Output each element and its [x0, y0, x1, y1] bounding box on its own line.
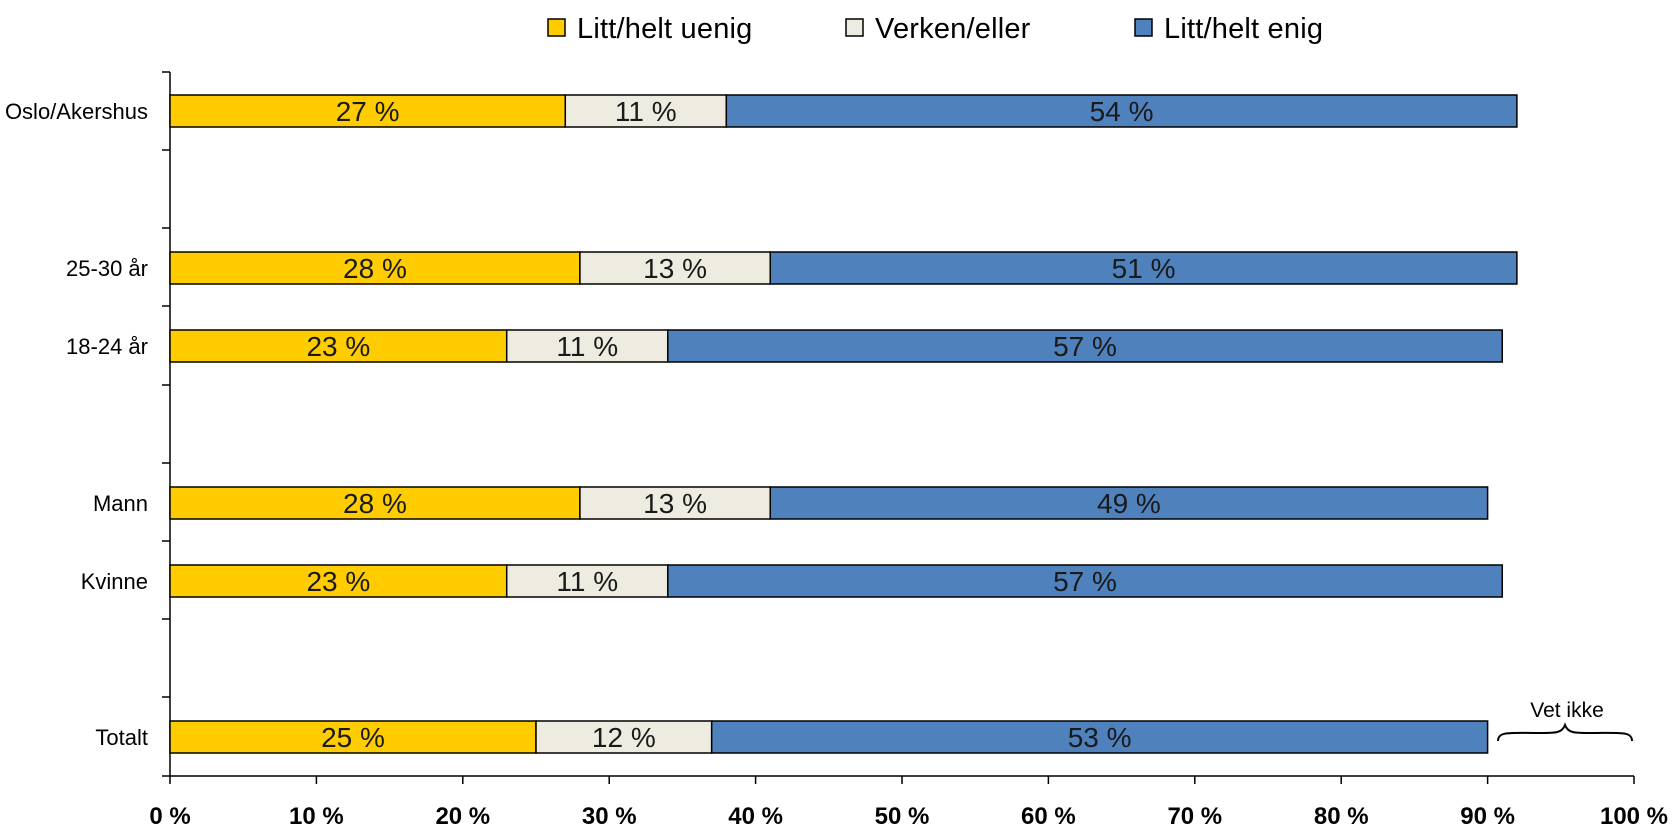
bar-segment: [169, 720, 537, 754]
bar-value-label: 23 %: [306, 331, 370, 362]
x-tick-label: 40 %: [728, 803, 783, 830]
bar-segment: [169, 486, 581, 520]
bar-value-label: 57 %: [1053, 331, 1117, 362]
x-tick-label: 0 %: [149, 803, 190, 830]
bar-segment: [769, 251, 1518, 285]
bar-segment: [769, 486, 1489, 520]
bar-value-label: 11 %: [556, 331, 618, 362]
bar-value-label: 13 %: [643, 253, 707, 284]
x-tick-label: 10 %: [289, 803, 344, 830]
bar-segment: [169, 94, 567, 128]
bar-value-label: 11 %: [615, 96, 677, 127]
category-label: Totalt: [95, 725, 148, 750]
bar-value-label: 28 %: [343, 488, 407, 519]
legend-swatch-litt-helt-enig: [1134, 18, 1153, 37]
bar-value-label: 51 %: [1112, 253, 1176, 284]
bar-segment: [579, 486, 771, 520]
bar-segment: [169, 251, 581, 285]
bar-value-label: 57 %: [1053, 566, 1117, 597]
bar-value-label: 49 %: [1097, 488, 1161, 519]
bar-value-label: 12 %: [592, 722, 656, 753]
category-label: Mann: [93, 491, 148, 516]
legend-swatch-litt-helt-uenig: [547, 18, 566, 37]
bar-segment: [579, 251, 771, 285]
x-tick-label: 20 %: [435, 803, 490, 830]
legend-label-verken-eller: Verken/eller: [875, 13, 1031, 45]
legend-label-litt-helt-uenig: Litt/helt uenig: [577, 13, 753, 45]
data-labels: 27 % 11 % 54 % 28 % 13 % 51 % 23 % 11 % 57 % 28 %…: [306, 96, 1175, 753]
legend-label-litt-helt-enig: Litt/helt enig: [1164, 13, 1323, 45]
bar-segment: [725, 94, 1518, 128]
legend-swatch-verken-eller: [845, 18, 864, 37]
category-label: Oslo/Akershus: [5, 99, 148, 124]
annotation-group: Vet ikke: [1497, 699, 1633, 742]
bar-segment: [169, 329, 508, 363]
bars: [169, 94, 1518, 754]
bar-value-label: 28 %: [343, 253, 407, 284]
bar-segment: [169, 564, 508, 598]
bar-segment: [564, 94, 728, 128]
x-tick-label: 100 %: [1600, 803, 1668, 830]
bar-value-label: 11 %: [556, 566, 618, 597]
bar-segment: [667, 564, 1503, 598]
bar-value-label: 54 %: [1090, 96, 1154, 127]
bar-value-label: 25 %: [321, 722, 385, 753]
bar-segment: [667, 329, 1503, 363]
bar-value-label: 23 %: [306, 566, 370, 597]
x-tick-label: 30 %: [582, 803, 637, 830]
bar-segment: [535, 720, 713, 754]
x-tick-label: 90 %: [1460, 803, 1515, 830]
x-tick-label: 70 %: [1167, 803, 1222, 830]
category-label: 25-30 år: [66, 256, 148, 281]
vet-ikke-brace: [1497, 722, 1633, 742]
vet-ikke-label: Vet ikke: [1530, 699, 1604, 722]
category-label: 18-24 år: [66, 334, 148, 359]
legend: Litt/helt uenig Verken/eller Litt/helt eni…: [547, 13, 1323, 45]
x-tick-label: 60 %: [1021, 803, 1076, 830]
bar-segment: [505, 564, 669, 598]
bar-segment: [505, 329, 669, 363]
axes: 0 % 10 % 20 % 30 % 40 % 50 % 60 % 70 % 80 % 90 % 1…: [5, 71, 1668, 830]
bar-segment: [710, 720, 1489, 754]
bar-value-label: 13 %: [643, 488, 707, 519]
category-label: Kvinne: [81, 569, 148, 594]
bar-value-label: 27 %: [336, 96, 400, 127]
x-tick-label: 50 %: [875, 803, 930, 830]
x-tick-label: 80 %: [1314, 803, 1369, 830]
bar-value-label: 53 %: [1068, 722, 1132, 753]
